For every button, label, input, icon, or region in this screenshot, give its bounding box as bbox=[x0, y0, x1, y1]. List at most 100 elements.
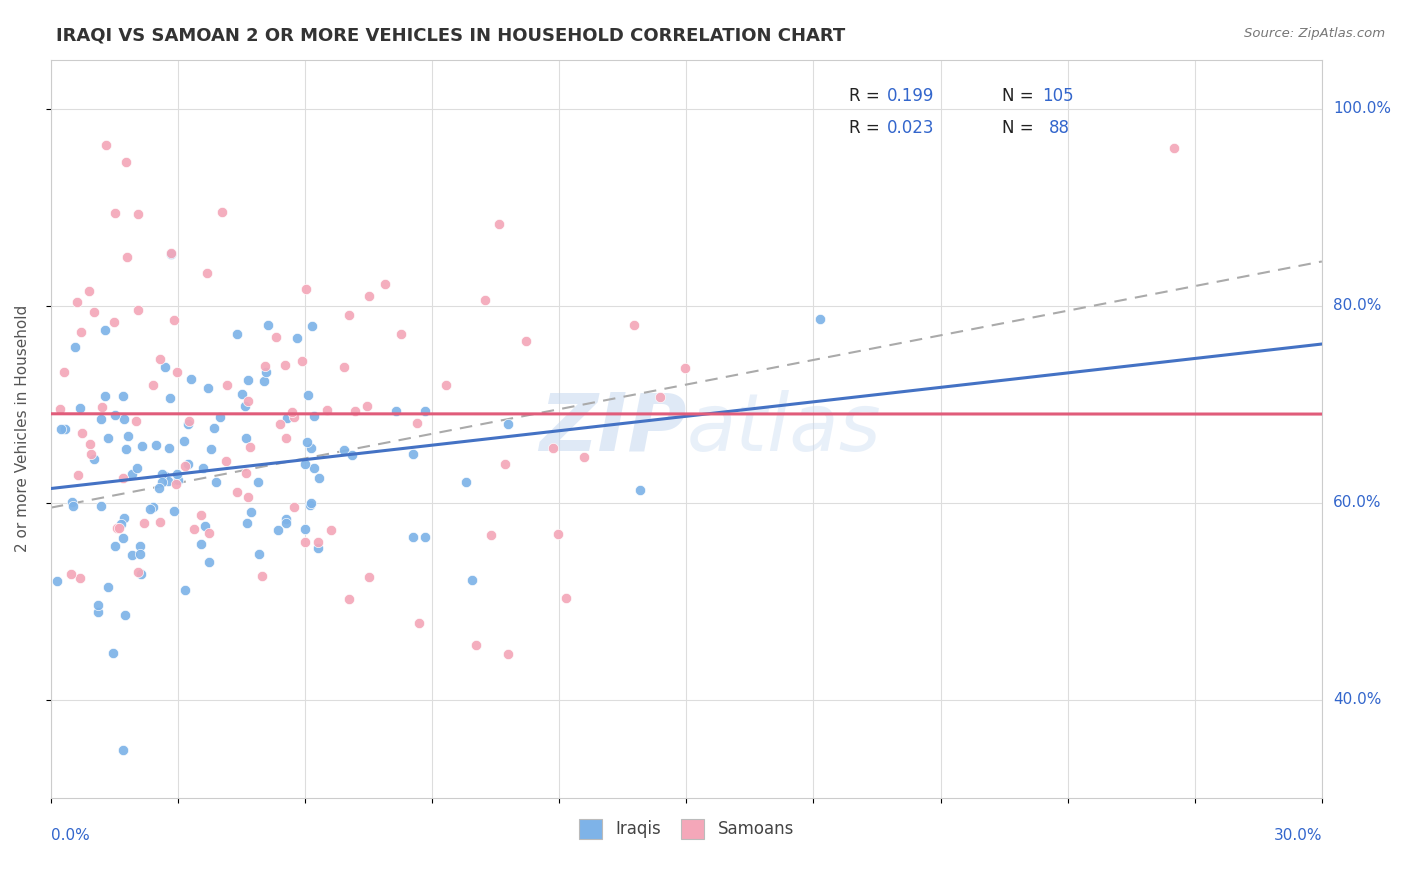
Point bbox=[107, 521, 129, 535]
Point bbox=[274, 512, 297, 526]
Point bbox=[281, 405, 304, 419]
Point bbox=[112, 412, 135, 426]
Point bbox=[127, 565, 149, 579]
Point bbox=[297, 387, 319, 401]
Point bbox=[150, 475, 173, 490]
Point bbox=[308, 470, 330, 484]
Point bbox=[87, 605, 110, 619]
Point bbox=[142, 378, 165, 392]
Point bbox=[541, 442, 564, 456]
Point bbox=[413, 530, 436, 544]
Point bbox=[60, 495, 83, 509]
Point bbox=[343, 404, 366, 418]
Point bbox=[238, 393, 260, 408]
Point bbox=[194, 518, 217, 533]
Text: 40.0%: 40.0% bbox=[1333, 692, 1381, 707]
Point bbox=[465, 638, 488, 652]
Point bbox=[291, 354, 314, 368]
Point bbox=[454, 475, 477, 489]
Text: R =: R = bbox=[849, 119, 884, 136]
Point bbox=[319, 523, 342, 537]
Point bbox=[215, 454, 238, 468]
Text: ZIP: ZIP bbox=[538, 390, 686, 468]
Point bbox=[217, 377, 239, 392]
Point bbox=[67, 467, 90, 482]
Point bbox=[112, 531, 135, 545]
Point bbox=[193, 460, 215, 475]
Point bbox=[129, 547, 152, 561]
Point bbox=[402, 530, 425, 544]
Point bbox=[150, 467, 173, 481]
Point bbox=[103, 315, 125, 329]
Point bbox=[163, 504, 186, 518]
Point bbox=[304, 461, 326, 475]
Point bbox=[299, 495, 322, 509]
Text: N =: N = bbox=[1001, 119, 1039, 136]
Point bbox=[97, 580, 120, 594]
Point bbox=[648, 391, 671, 405]
Point bbox=[177, 414, 200, 428]
Point bbox=[235, 466, 257, 480]
Point bbox=[159, 247, 181, 261]
Point bbox=[239, 440, 262, 454]
Point bbox=[496, 417, 519, 431]
Point bbox=[104, 539, 127, 553]
Point bbox=[111, 470, 134, 484]
Text: Source: ZipAtlas.com: Source: ZipAtlas.com bbox=[1244, 27, 1385, 40]
Point bbox=[111, 743, 134, 757]
Text: 0.0%: 0.0% bbox=[51, 828, 90, 843]
Point bbox=[337, 592, 360, 607]
Point bbox=[87, 598, 110, 612]
Legend: Iraqis, Samoans: Iraqis, Samoans bbox=[572, 813, 801, 846]
Point bbox=[413, 404, 436, 418]
Point bbox=[83, 305, 105, 319]
Point bbox=[264, 329, 287, 343]
Point bbox=[142, 500, 165, 515]
Point bbox=[131, 439, 153, 453]
Point bbox=[52, 365, 75, 379]
Point bbox=[496, 648, 519, 662]
Point bbox=[149, 351, 172, 366]
Point bbox=[112, 510, 135, 524]
Point bbox=[80, 448, 103, 462]
Point bbox=[69, 571, 91, 585]
Point bbox=[159, 392, 181, 406]
Text: IRAQI VS SAMOAN 2 OR MORE VEHICLES IN HOUSEHOLD CORRELATION CHART: IRAQI VS SAMOAN 2 OR MORE VEHICLES IN HO… bbox=[56, 27, 845, 45]
Point bbox=[389, 326, 412, 341]
Point bbox=[49, 422, 72, 436]
Point bbox=[157, 441, 180, 455]
Point bbox=[356, 399, 378, 413]
Point bbox=[246, 475, 269, 490]
Point bbox=[247, 548, 270, 562]
Point bbox=[374, 277, 396, 291]
Point bbox=[257, 318, 280, 332]
Point bbox=[46, 574, 69, 588]
Point bbox=[357, 289, 380, 303]
Point bbox=[254, 359, 277, 374]
Point bbox=[115, 251, 138, 265]
Point bbox=[307, 535, 329, 549]
Point bbox=[77, 284, 100, 298]
Point bbox=[226, 326, 249, 341]
Point bbox=[159, 246, 181, 260]
Point bbox=[48, 401, 70, 416]
Point bbox=[572, 450, 595, 464]
Point bbox=[460, 573, 482, 587]
Point bbox=[515, 334, 537, 349]
Point bbox=[211, 205, 233, 219]
Text: N =: N = bbox=[1001, 87, 1039, 105]
Point bbox=[69, 325, 91, 339]
Point bbox=[235, 431, 257, 445]
Point bbox=[104, 409, 127, 423]
Point bbox=[66, 294, 89, 309]
Point bbox=[294, 535, 316, 549]
Point bbox=[190, 508, 212, 523]
Point bbox=[139, 502, 162, 516]
Point bbox=[294, 457, 316, 471]
Point bbox=[235, 516, 257, 530]
Point bbox=[121, 549, 143, 563]
Text: 88: 88 bbox=[1049, 119, 1070, 136]
Point bbox=[269, 417, 291, 432]
Point bbox=[166, 467, 188, 481]
Point bbox=[250, 568, 273, 582]
